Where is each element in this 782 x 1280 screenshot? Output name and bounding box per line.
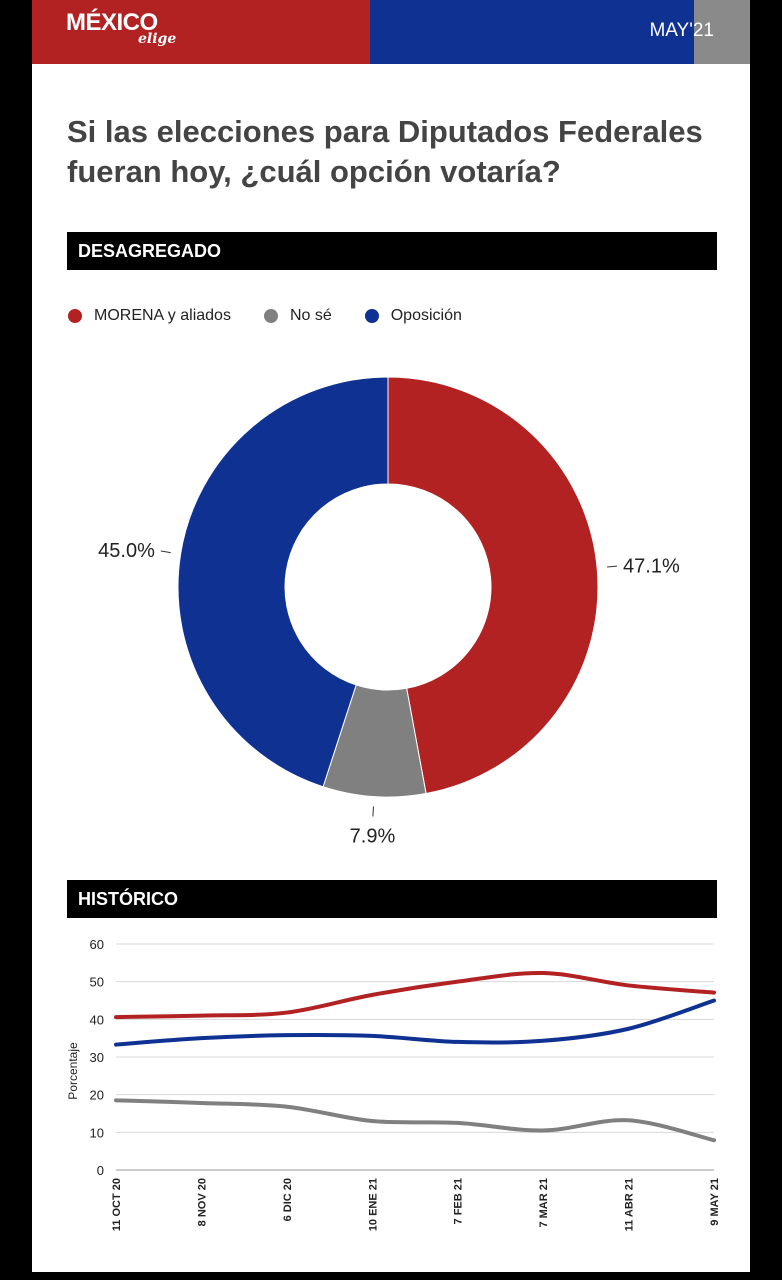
header-bar: MÉXICO elige MAY'21 — [32, 0, 750, 64]
x-tick-label: 6 DIC 20 — [282, 1178, 294, 1221]
legend-swatch — [364, 309, 379, 323]
infographic: MÉXICO elige MAY'21 Si las elecciones pa… — [32, 0, 750, 1272]
legend-swatch — [68, 309, 82, 323]
section-breakdown: DESAGREGADO — [67, 232, 717, 270]
y-tick-label: 20 — [90, 1088, 104, 1103]
line-chart: 0 10 20 30 40 50 60 Porcentaje 11 OCT 20 8 NOV 20… — [66, 937, 721, 1231]
logo-main: MÉXICO — [66, 9, 158, 36]
y-tick-label: 30 — [90, 1050, 104, 1065]
series-line — [114, 1098, 716, 1143]
donut-leader — [372, 806, 374, 817]
header-date: MAY'21 — [649, 20, 714, 41]
legend-label: No sé — [289, 307, 332, 324]
donut-label: 47.1% — [623, 556, 680, 578]
y-tick-label: 10 — [90, 1125, 104, 1140]
x-tick-label: 10 ENE 21 — [367, 1178, 379, 1231]
legend-item: MORENA y aliados — [68, 307, 231, 325]
legend-swatch — [263, 309, 278, 323]
x-tick-label: 8 NOV 20 — [196, 1178, 208, 1226]
logo: MÉXICO elige — [66, 9, 176, 48]
y-tick-label: 60 — [90, 937, 104, 952]
x-tick-label: 7 FEB 21 — [453, 1178, 465, 1224]
legend-label: Oposición — [390, 307, 462, 324]
header-gray-block — [694, 0, 750, 64]
page-title: Si las elecciones para Diputados Federal… — [67, 114, 703, 189]
chart-legend: MORENA y aliados No sé Oposición — [68, 304, 495, 328]
y-tick-label: 40 — [90, 1012, 104, 1027]
legend-item: Oposición — [364, 307, 462, 325]
donut-leader — [607, 565, 618, 568]
donut-slice — [387, 376, 599, 795]
y-axis-label: Porcentaje — [66, 1042, 80, 1100]
series-line — [114, 970, 716, 1020]
legend-item: No sé — [263, 307, 332, 325]
donut-label: 45.0% — [98, 540, 155, 562]
x-tick-label: 11 OCT 20 — [111, 1178, 123, 1231]
donut-leader — [160, 550, 171, 554]
x-tick-label: 11 ABR 21 — [624, 1178, 636, 1231]
logo-sub: elige — [138, 31, 177, 47]
x-tick-label: 7 MAR 21 — [538, 1178, 550, 1228]
x-tick-label: 9 MAY 21 — [709, 1178, 721, 1226]
section-history: HISTÓRICO — [67, 880, 717, 918]
series-line — [114, 998, 716, 1047]
y-tick-label: 50 — [90, 975, 104, 990]
donut-slice — [177, 376, 389, 788]
donut-label: 7.9% — [350, 825, 396, 847]
y-tick-label: 0 — [97, 1163, 104, 1178]
header-blue-block — [370, 0, 694, 64]
donut-chart: 47.1% 7.9% 45.0% — [98, 376, 680, 847]
legend-label: MORENA y aliados — [94, 307, 231, 324]
header-red-block — [32, 0, 370, 64]
